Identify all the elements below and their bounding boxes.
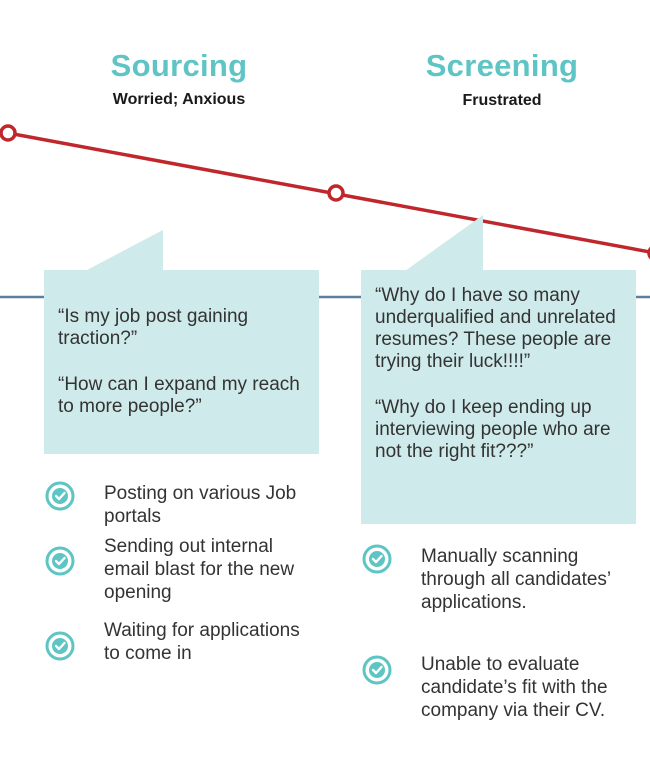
quote: “How can I expand my reach to more peopl… bbox=[58, 374, 300, 417]
action-text: Posting on various Job portals bbox=[104, 483, 297, 527]
action-list-sourcing: Posting on various Job portals Sending o… bbox=[44, 480, 324, 710]
action-list-screening: Manually scanning through all candidates… bbox=[361, 543, 641, 763]
action-text: Sending out internal email blast for the… bbox=[104, 536, 295, 603]
emotion-point-icon bbox=[0, 124, 17, 142]
stage-title-screening: Screening bbox=[425, 48, 579, 83]
check-circle-icon bbox=[45, 631, 75, 661]
check-circle-icon bbox=[45, 481, 75, 511]
quote: “Why do I have so many underqualified an… bbox=[375, 285, 616, 372]
check-circle-icon bbox=[45, 546, 75, 576]
speech-bubble-tail bbox=[85, 230, 163, 271]
emotion-point-icon bbox=[327, 184, 345, 202]
speech-bubble-screening: “Why do I have so many underqualified an… bbox=[361, 270, 636, 524]
stage-emotion-screening: Frustrated bbox=[462, 92, 542, 109]
stage-emotion-sourcing: Worried; Anxious bbox=[112, 91, 246, 108]
check-circle-icon bbox=[362, 544, 392, 574]
quote: “Why do I keep ending up interviewing pe… bbox=[375, 397, 611, 462]
quote: “Is my job post gaining traction?” bbox=[58, 306, 249, 349]
action-text: Manually scanning through all candidates… bbox=[421, 546, 611, 613]
stage-title-sourcing: Sourcing bbox=[110, 48, 248, 83]
check-circle-icon bbox=[362, 655, 392, 685]
speech-bubble-sourcing: “Is my job post gaining traction?” “How … bbox=[44, 270, 319, 454]
speech-bubble-tail bbox=[405, 215, 483, 271]
action-text: Waiting for applications to come in bbox=[104, 620, 300, 664]
action-text: Unable to evaluate candidate’s fit with … bbox=[421, 654, 608, 721]
